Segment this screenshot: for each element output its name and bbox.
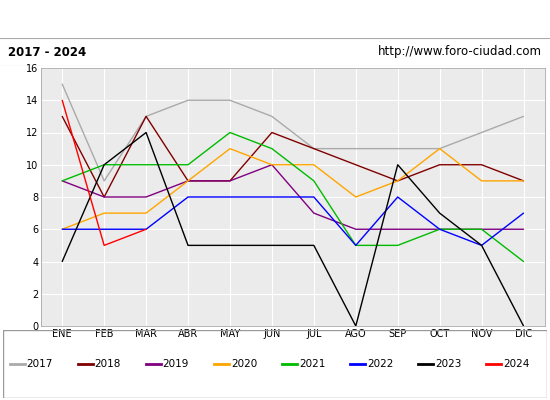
Text: 2022: 2022 xyxy=(367,359,393,369)
Text: 2017 - 2024: 2017 - 2024 xyxy=(8,46,86,58)
Text: Evolucion del paro registrado en El Cabaco: Evolucion del paro registrado en El Caba… xyxy=(118,12,432,26)
Text: http://www.foro-ciudad.com: http://www.foro-ciudad.com xyxy=(378,46,542,58)
Text: 2017: 2017 xyxy=(26,359,53,369)
Text: 2024: 2024 xyxy=(503,359,530,369)
Text: 2019: 2019 xyxy=(163,359,189,369)
Text: 2020: 2020 xyxy=(231,359,257,369)
Text: 2018: 2018 xyxy=(95,359,121,369)
Text: 2021: 2021 xyxy=(299,359,325,369)
Text: 2023: 2023 xyxy=(435,359,461,369)
